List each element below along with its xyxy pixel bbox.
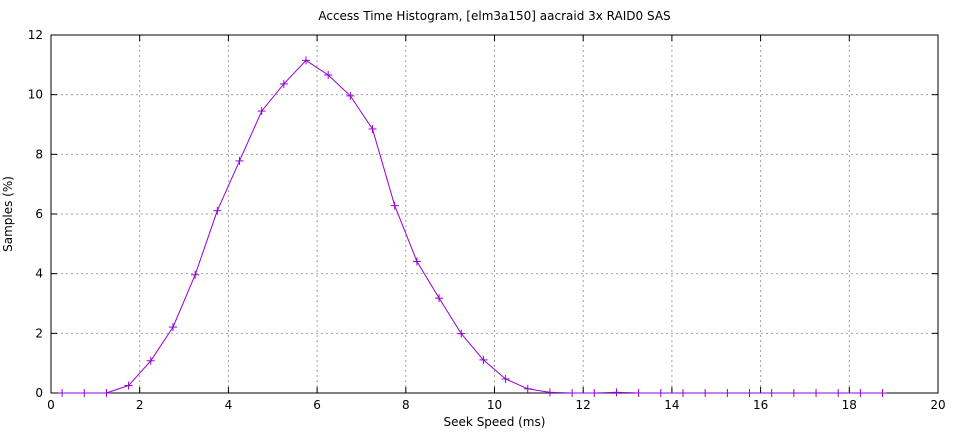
data-point bbox=[80, 389, 89, 397]
data-point bbox=[701, 389, 710, 397]
y-tick-label: 12 bbox=[28, 28, 43, 42]
x-tick-label: 4 bbox=[225, 398, 233, 412]
x-tick-label: 2 bbox=[136, 398, 144, 412]
x-tick-label: 0 bbox=[47, 398, 55, 412]
data-point bbox=[612, 388, 621, 397]
data-point bbox=[346, 91, 355, 100]
x-tick-labels: 0 2 4 6 8 10 12 14 16 18 20 bbox=[47, 398, 945, 412]
x-tick-label: 14 bbox=[664, 398, 679, 412]
grid bbox=[51, 35, 938, 393]
data-point bbox=[812, 389, 821, 397]
plot-frame bbox=[50, 34, 939, 394]
x-tick-label: 18 bbox=[842, 398, 857, 412]
y-tick-label: 2 bbox=[35, 326, 43, 340]
data-point bbox=[213, 206, 222, 215]
data-point bbox=[678, 389, 687, 397]
data-point bbox=[523, 384, 532, 393]
data-point bbox=[457, 329, 466, 338]
data-point bbox=[568, 389, 577, 397]
data-point bbox=[368, 124, 377, 133]
data-point bbox=[479, 355, 488, 364]
x-tick-label: 8 bbox=[402, 398, 410, 412]
data-point bbox=[856, 389, 865, 397]
y-tick-label: 6 bbox=[35, 207, 43, 221]
data-point bbox=[58, 389, 67, 397]
axes bbox=[50, 34, 939, 394]
data-point bbox=[235, 156, 244, 165]
y-tick-label: 10 bbox=[28, 88, 43, 102]
x-tick-label: 16 bbox=[753, 398, 768, 412]
data-point bbox=[723, 389, 732, 397]
data-point bbox=[191, 270, 200, 279]
data-point bbox=[324, 70, 333, 79]
data-point bbox=[390, 201, 399, 210]
data-point bbox=[590, 389, 599, 397]
data-point bbox=[302, 56, 311, 65]
data-point bbox=[257, 107, 266, 116]
data-point bbox=[168, 323, 177, 332]
series-layer bbox=[58, 56, 887, 397]
data-point bbox=[501, 374, 510, 383]
data-point bbox=[745, 389, 754, 397]
x-tick-label: 20 bbox=[930, 398, 945, 412]
data-point bbox=[545, 388, 554, 397]
data-point bbox=[412, 257, 421, 266]
data-point bbox=[634, 389, 643, 397]
x-tick-label: 6 bbox=[313, 398, 321, 412]
chart-title: Access Time Histogram, [elm3a150] aacrai… bbox=[318, 9, 670, 23]
data-point bbox=[767, 389, 776, 397]
data-point bbox=[279, 79, 288, 88]
y-axis-title: Samples (%) bbox=[1, 176, 15, 252]
series-line bbox=[62, 59, 883, 394]
data-point bbox=[834, 389, 843, 397]
tick-marks bbox=[50, 34, 939, 394]
y-tick-label: 4 bbox=[35, 267, 43, 281]
y-tick-labels: 0 2 4 6 8 10 12 bbox=[28, 28, 43, 400]
data-point bbox=[124, 381, 133, 390]
data-point bbox=[146, 356, 155, 365]
x-tick-label: 10 bbox=[487, 398, 502, 412]
y-tick-label: 8 bbox=[35, 147, 43, 161]
data-point bbox=[102, 389, 111, 397]
data-point bbox=[656, 389, 665, 397]
x-tick-label: 12 bbox=[576, 398, 591, 412]
y-tick-label: 0 bbox=[35, 386, 43, 400]
data-point bbox=[435, 294, 444, 303]
data-point bbox=[789, 389, 798, 397]
data-point bbox=[878, 389, 887, 397]
x-axis-title: Seek Speed (ms) bbox=[444, 415, 546, 429]
